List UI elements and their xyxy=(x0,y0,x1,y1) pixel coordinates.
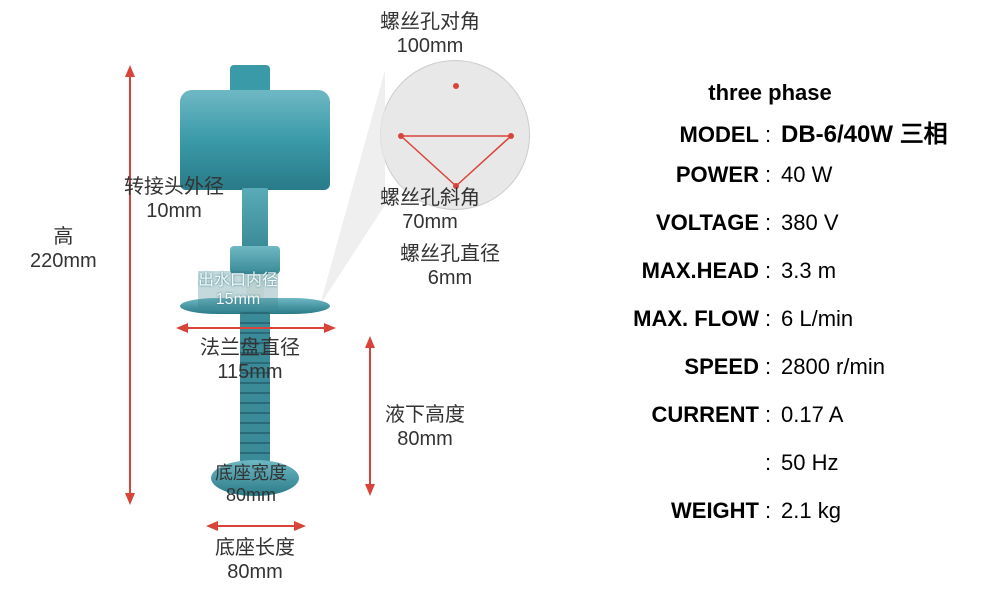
spec-colon: : xyxy=(765,498,781,524)
dim-base-width-cn: 底座宽度 xyxy=(215,463,287,485)
spec-label: WEIGHT xyxy=(560,498,765,524)
spec-label: CURRENT xyxy=(560,402,765,428)
dim-screw-diag-cn: 螺丝孔对角 xyxy=(380,10,480,34)
dim-flange-d-val: 115mm xyxy=(200,360,300,384)
spec-panel: three phase MODEL:DB-6/40W 三相POWER:40 WV… xyxy=(560,0,1000,612)
spec-value: DB-6/40W 三相 xyxy=(781,114,980,149)
spec-label: MODEL xyxy=(560,122,765,148)
spec-value: 6 L/min xyxy=(781,306,980,332)
spec-colon: : xyxy=(765,162,781,188)
dim-outlet-id-val: 15mm xyxy=(198,290,278,309)
spec-value: 0.17 A xyxy=(781,402,980,428)
spec-row: WEIGHT:2.1 kg xyxy=(560,498,980,546)
spec-value: 3.3 m xyxy=(781,258,980,284)
spec-label: MAX. FLOW xyxy=(560,306,765,332)
dim-screw-skew: 螺丝孔斜角 70mm xyxy=(380,186,480,234)
spec-colon: : xyxy=(765,210,781,236)
dim-adapter-od-cn: 转接头外径 xyxy=(124,175,224,199)
dim-screw-d: 螺丝孔直径 6mm xyxy=(400,242,500,290)
sub-height-arrow xyxy=(360,336,380,496)
spec-row: :50 Hz xyxy=(560,450,980,498)
dim-base-length-val: 80mm xyxy=(215,560,295,584)
spec-row: POWER:40 W xyxy=(560,162,980,210)
spec-label: VOLTAGE xyxy=(560,210,765,236)
dim-screw-skew-cn: 螺丝孔斜角 xyxy=(380,186,480,210)
dim-screw-diag: 螺丝孔对角 100mm xyxy=(380,10,480,58)
pump-junction-box xyxy=(230,65,270,93)
dim-screw-d-cn: 螺丝孔直径 xyxy=(400,242,500,266)
dim-outlet-id: 出水口内径 15mm xyxy=(198,271,278,309)
dim-flange-d-cn: 法兰盘直径 xyxy=(200,336,300,360)
spec-row: MODEL:DB-6/40W 三相 xyxy=(560,114,980,162)
dim-base-width: 底座宽度 80mm xyxy=(215,463,287,506)
dim-adapter-od: 转接头外径 10mm xyxy=(124,175,224,223)
dim-screw-diag-val: 100mm xyxy=(380,34,480,58)
spec-colon: : xyxy=(765,306,781,332)
dim-height-val: 220mm xyxy=(30,249,97,273)
dim-sub-height: 液下高度 80mm xyxy=(385,403,465,451)
dim-height-cn: 高 xyxy=(30,225,97,249)
spec-value: 380 V xyxy=(781,210,980,236)
spec-row: CURRENT:0.17 A xyxy=(560,402,980,450)
spec-colon: : xyxy=(765,122,781,148)
spec-table: MODEL:DB-6/40W 三相POWER:40 WVOLTAGE:380 V… xyxy=(560,114,980,546)
dim-base-length: 底座长度 80mm xyxy=(215,536,295,584)
height-arrow xyxy=(120,65,140,505)
spec-value: 2800 r/min xyxy=(781,354,980,380)
spec-row: MAX.HEAD:3.3 m xyxy=(560,258,980,306)
base-length-arrow xyxy=(206,516,306,536)
dim-height: 高 220mm xyxy=(30,225,97,273)
dim-adapter-od-val: 10mm xyxy=(124,199,224,223)
flange-arrow xyxy=(176,318,336,338)
dim-base-length-cn: 底座长度 xyxy=(215,536,295,560)
spec-colon: : xyxy=(765,258,781,284)
spec-colon: : xyxy=(765,402,781,428)
spec-colon: : xyxy=(765,450,781,476)
spec-label: POWER xyxy=(560,162,765,188)
pump-neck xyxy=(242,188,268,248)
spec-label: MAX.HEAD xyxy=(560,258,765,284)
spec-label: SPEED xyxy=(560,354,765,380)
page-container: 高 220mm 转接头外径 10mm 出水口内径 15mm 法兰盘直径 115m… xyxy=(0,0,1000,612)
spec-header: three phase xyxy=(560,80,980,106)
diagram-panel: 高 220mm 转接头外径 10mm 出水口内径 15mm 法兰盘直径 115m… xyxy=(0,0,560,612)
spec-value: 50 Hz xyxy=(781,450,980,476)
dim-screw-d-val: 6mm xyxy=(400,266,500,290)
spec-colon: : xyxy=(765,354,781,380)
dim-flange-d: 法兰盘直径 115mm xyxy=(200,336,300,384)
spec-row: SPEED:2800 r/min xyxy=(560,354,980,402)
dim-sub-height-val: 80mm xyxy=(385,427,465,451)
spec-value: 40 W xyxy=(781,162,980,188)
spec-row: MAX. FLOW:6 L/min xyxy=(560,306,980,354)
spec-value: 2.1 kg xyxy=(781,498,980,524)
pump-adapter xyxy=(230,246,280,274)
spec-row: VOLTAGE:380 V xyxy=(560,210,980,258)
dim-sub-height-cn: 液下高度 xyxy=(385,403,465,427)
dim-outlet-id-cn: 出水口内径 xyxy=(198,271,278,290)
dim-base-width-val: 80mm xyxy=(215,485,287,507)
dim-screw-skew-val: 70mm xyxy=(380,210,480,234)
